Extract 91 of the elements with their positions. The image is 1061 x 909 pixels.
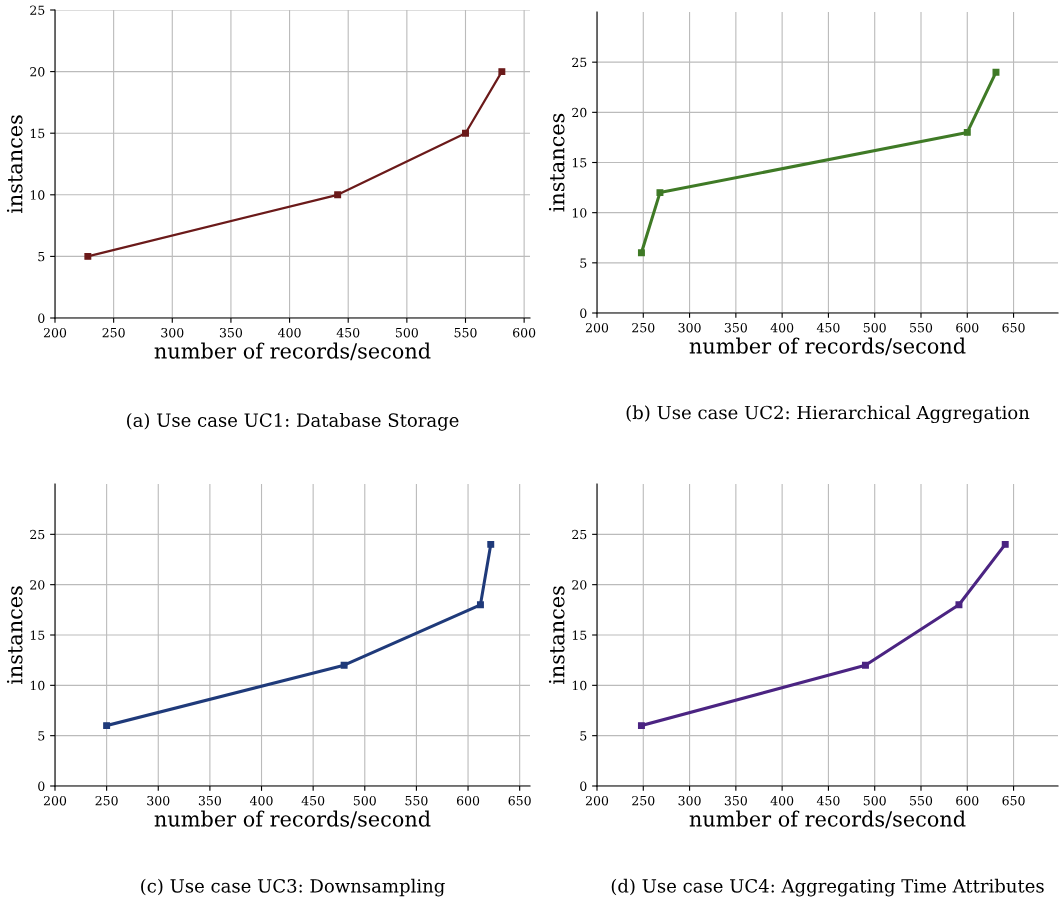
x-tick-label: 250: [632, 795, 655, 806]
x-tick-label: 500: [863, 322, 886, 333]
y-tick-label: 20: [572, 580, 587, 590]
x-axis-title: number of records/second: [689, 810, 966, 829]
x-tick-label: 200: [585, 795, 609, 806]
y-tick-label: 15: [30, 128, 45, 139]
x-tick-label: 200: [43, 795, 67, 806]
y-tick-label: 25: [30, 529, 45, 540]
x-tick-label: 350: [219, 327, 243, 338]
y-tick-label: 20: [30, 67, 45, 77]
x-tick-label: 600: [956, 795, 979, 806]
text: (b) Use case UC2: Hierarchical Aggregation: [626, 405, 1030, 424]
point: [992, 68, 1000, 76]
x-tick-label: 500: [395, 327, 418, 338]
point: [340, 661, 348, 669]
y-tick-label: 5: [38, 252, 45, 262]
point: [955, 601, 963, 609]
y-axis-title: instances: [6, 586, 23, 685]
point: [656, 189, 664, 197]
x-tick-label: 650: [508, 795, 531, 806]
point: [637, 249, 645, 257]
point: [637, 722, 645, 730]
x-tick-label: 300: [147, 795, 170, 806]
point: [963, 128, 971, 136]
y-tick-label: 5: [38, 731, 45, 741]
y-tick-label: 10: [30, 190, 45, 200]
y-tick-label: 15: [30, 630, 45, 640]
x-tick-label: 350: [198, 795, 221, 806]
x-tick-label: 500: [863, 795, 886, 806]
x-tick-label: 550: [405, 795, 428, 806]
y-tick-label: 25: [30, 5, 45, 15]
x-tick-label: 400: [770, 322, 794, 333]
y-tick-label: 0: [38, 313, 45, 323]
x-tick-label: 200: [585, 322, 609, 333]
y-tick-label: 10: [572, 680, 587, 691]
x-tick-label: 300: [678, 795, 701, 806]
x-tick-label: 550: [910, 795, 933, 806]
y-tick-label: 20: [572, 107, 587, 118]
x-axis-title: number of records/second: [154, 810, 431, 829]
y-tick-label: 0: [580, 781, 587, 791]
x-tick-label: 600: [513, 327, 536, 338]
x-tick-label: 550: [454, 327, 477, 338]
x-tick-label: 350: [724, 322, 747, 333]
y-tick-label: 25: [572, 529, 587, 540]
x-tick-label: 450: [301, 795, 325, 806]
y-tick-label: 5: [580, 731, 587, 741]
y-axis-title: instances: [548, 586, 565, 685]
point: [334, 191, 342, 199]
x-tick-label: 350: [724, 795, 747, 806]
x-tick-label: 550: [910, 322, 933, 333]
x-tick-label: 250: [632, 322, 655, 333]
point: [861, 661, 869, 669]
x-tick-label: 650: [1002, 322, 1025, 333]
point: [462, 129, 469, 137]
x-tick-label: 600: [956, 322, 979, 333]
y-tick-label: 10: [572, 208, 587, 218]
y-tick-label: 15: [572, 157, 587, 168]
point: [84, 252, 92, 260]
y-tick-label: 5: [580, 258, 587, 268]
x-tick-label: 250: [95, 795, 118, 806]
y-tick-label: 20: [30, 580, 45, 590]
y-tick-label: 0: [38, 781, 45, 791]
x-tick-label: 450: [816, 795, 840, 806]
point: [487, 540, 495, 548]
y-tick-label: 25: [572, 57, 587, 68]
y-axis-title: instances: [6, 115, 23, 214]
x-tick-label: 400: [249, 795, 273, 806]
point: [1001, 540, 1009, 548]
x-tick-label: 300: [678, 322, 701, 333]
point: [103, 722, 111, 730]
text: (d) Use case UC4: Aggregating Time Attributes: [611, 878, 1044, 897]
x-tick-label: 200: [43, 327, 67, 338]
y-tick-label: 15: [572, 630, 587, 640]
y-tick-label: 10: [30, 680, 45, 691]
y-axis-title: instances: [548, 113, 565, 212]
x-axis-title: number of records/second: [154, 342, 431, 361]
x-tick-label: 600: [456, 795, 480, 806]
x-tick-label: 400: [770, 795, 794, 806]
y-tick-label: 0: [580, 308, 587, 318]
x-tick-label: 450: [816, 322, 840, 333]
text: (c) Use case UC3: Downsampling: [141, 878, 445, 897]
x-axis-title: number of records/second: [689, 337, 966, 356]
x-tick-label: 400: [278, 327, 301, 338]
x-tick-label: 450: [336, 327, 360, 338]
x-tick-label: 650: [1002, 795, 1025, 806]
x-tick-label: 500: [353, 795, 376, 806]
text: (a) Use case UC1: Database Storage: [127, 412, 459, 431]
x-tick-label: 250: [102, 327, 125, 338]
point: [476, 601, 484, 609]
x-tick-label: 300: [161, 327, 184, 338]
point: [498, 68, 506, 76]
